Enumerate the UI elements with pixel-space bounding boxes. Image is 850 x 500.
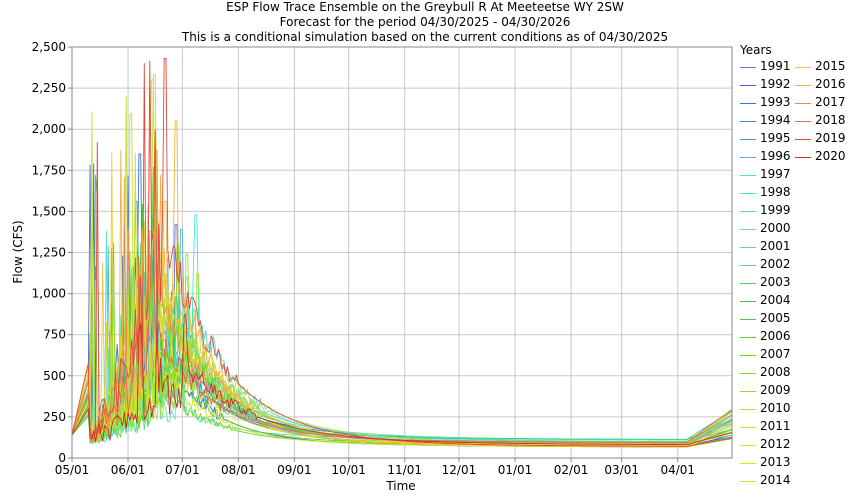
legend-label: 2004 [760,293,791,307]
legend-swatch [740,85,756,86]
legend-label: 2007 [760,347,791,361]
y-tick-label: 500 [43,369,66,383]
y-tick-label: 1,500 [32,204,66,218]
legend-label: 2012 [760,437,791,451]
trace-line-2019 [71,58,733,447]
legend-label: 2001 [760,239,791,253]
legend-swatch [740,445,756,446]
legend-label: 2015 [815,59,846,73]
legend-swatch [740,211,756,212]
legend-swatch [740,139,756,140]
legend-label: 2000 [760,221,791,235]
legend-label: 1994 [760,113,791,127]
legend-swatch [740,319,756,320]
legend-swatch [740,427,756,428]
legend-swatch [795,85,811,86]
legend-swatch [740,463,756,464]
y-tick-label: 1,750 [32,163,66,177]
legend-swatch [740,193,756,194]
y-axis-label: Flow (CFS) [11,220,25,283]
x-tick-label: 12/01 [442,463,477,477]
legend-swatch [740,229,756,230]
legend-swatch [740,373,756,374]
y-tick-label: 1,000 [32,287,66,301]
legend-swatch [740,121,756,122]
x-tick-label: 10/01 [331,463,366,477]
y-tick-label: 2,500 [32,40,66,54]
legend-swatch [740,337,756,338]
trace-lines [71,58,733,448]
legend-swatch [795,139,811,140]
legend-title: Years [740,43,772,57]
legend-label: 2003 [760,275,791,289]
legend-label: 2017 [815,95,846,109]
x-tick-label: 11/01 [387,463,422,477]
legend-label: 2011 [760,419,791,433]
legend-swatch [740,391,756,392]
trace-line-2010 [71,273,733,445]
y-tick-label: 2,000 [32,122,66,136]
chart-title: ESP Flow Trace Ensemble on the Greybull … [226,0,624,14]
x-tick-label: 06/01 [111,463,146,477]
legend-label: 2009 [760,383,791,397]
legend-label: 2018 [815,113,846,127]
y-axis: 0 250 500 750 1,000 1,250 1,500 1,750 2,000 2,250… [32,40,72,465]
x-tick-label: 07/01 [165,463,200,477]
x-tick-label: 05/01 [55,463,90,477]
chart-title-block: ESP Flow Trace Ensemble on the Greybull … [0,0,850,45]
y-tick-label: 1,250 [32,246,66,260]
legend-label: 1991 [760,59,791,73]
x-tick-label: 04/01 [660,463,695,477]
legend-swatch [795,157,811,158]
legend-swatch [740,355,756,356]
legend-label: 2016 [815,77,846,91]
x-tick-label: 08/01 [221,463,256,477]
legend-label: 1999 [760,203,791,217]
y-tick-label: 0 [58,451,66,465]
x-tick-label: 03/01 [604,463,639,477]
legend-swatch [795,103,811,104]
legend-label: 1992 [760,77,791,91]
legend-swatch [740,265,756,266]
legend-label: 1998 [760,185,791,199]
x-tick-label: 01/01 [498,463,533,477]
x-tick-label: 09/01 [277,463,312,477]
y-tick-label: 750 [43,328,66,342]
legend-swatch [740,283,756,284]
y-tick-label: 250 [43,410,66,424]
x-axis: 05/01 06/01 07/01 08/01 09/01 10/01 11/01 12/01… [55,458,695,477]
legend-label: 2005 [760,311,791,325]
x-axis-label: Time [385,479,415,493]
legend-label: 1995 [760,131,791,145]
legend-label: 1996 [760,149,791,163]
legend-swatch [740,409,756,410]
legend-label: 1997 [760,167,791,181]
legend-swatch [740,157,756,158]
legend-swatch [740,301,756,302]
legend-swatch [795,121,811,122]
legend-label: 2008 [760,365,791,379]
legend-label: 2013 [760,455,791,469]
chart-subtitle-1: Forecast for the period 04/30/2025 - 04/… [279,15,571,29]
chart-subtitle-2: This is a conditional simulation based o… [181,30,669,44]
legend-label: 2019 [815,131,846,145]
legend-swatch [740,247,756,248]
legend-label: 2006 [760,329,791,343]
legend-swatch [740,175,756,176]
legend-label: 2002 [760,257,791,271]
legend-label: 2010 [760,401,791,415]
legend-swatch [740,67,756,68]
legend-swatch [740,103,756,104]
legend-swatch [740,481,756,482]
x-tick-label: 02/01 [554,463,589,477]
legend-label: 2020 [815,149,846,163]
y-tick-label: 2,250 [32,81,66,95]
legend-swatch [795,67,811,68]
trace-line-2020 [71,314,733,446]
legend-label: 1993 [760,95,791,109]
legend-label: 2014 [760,473,791,487]
